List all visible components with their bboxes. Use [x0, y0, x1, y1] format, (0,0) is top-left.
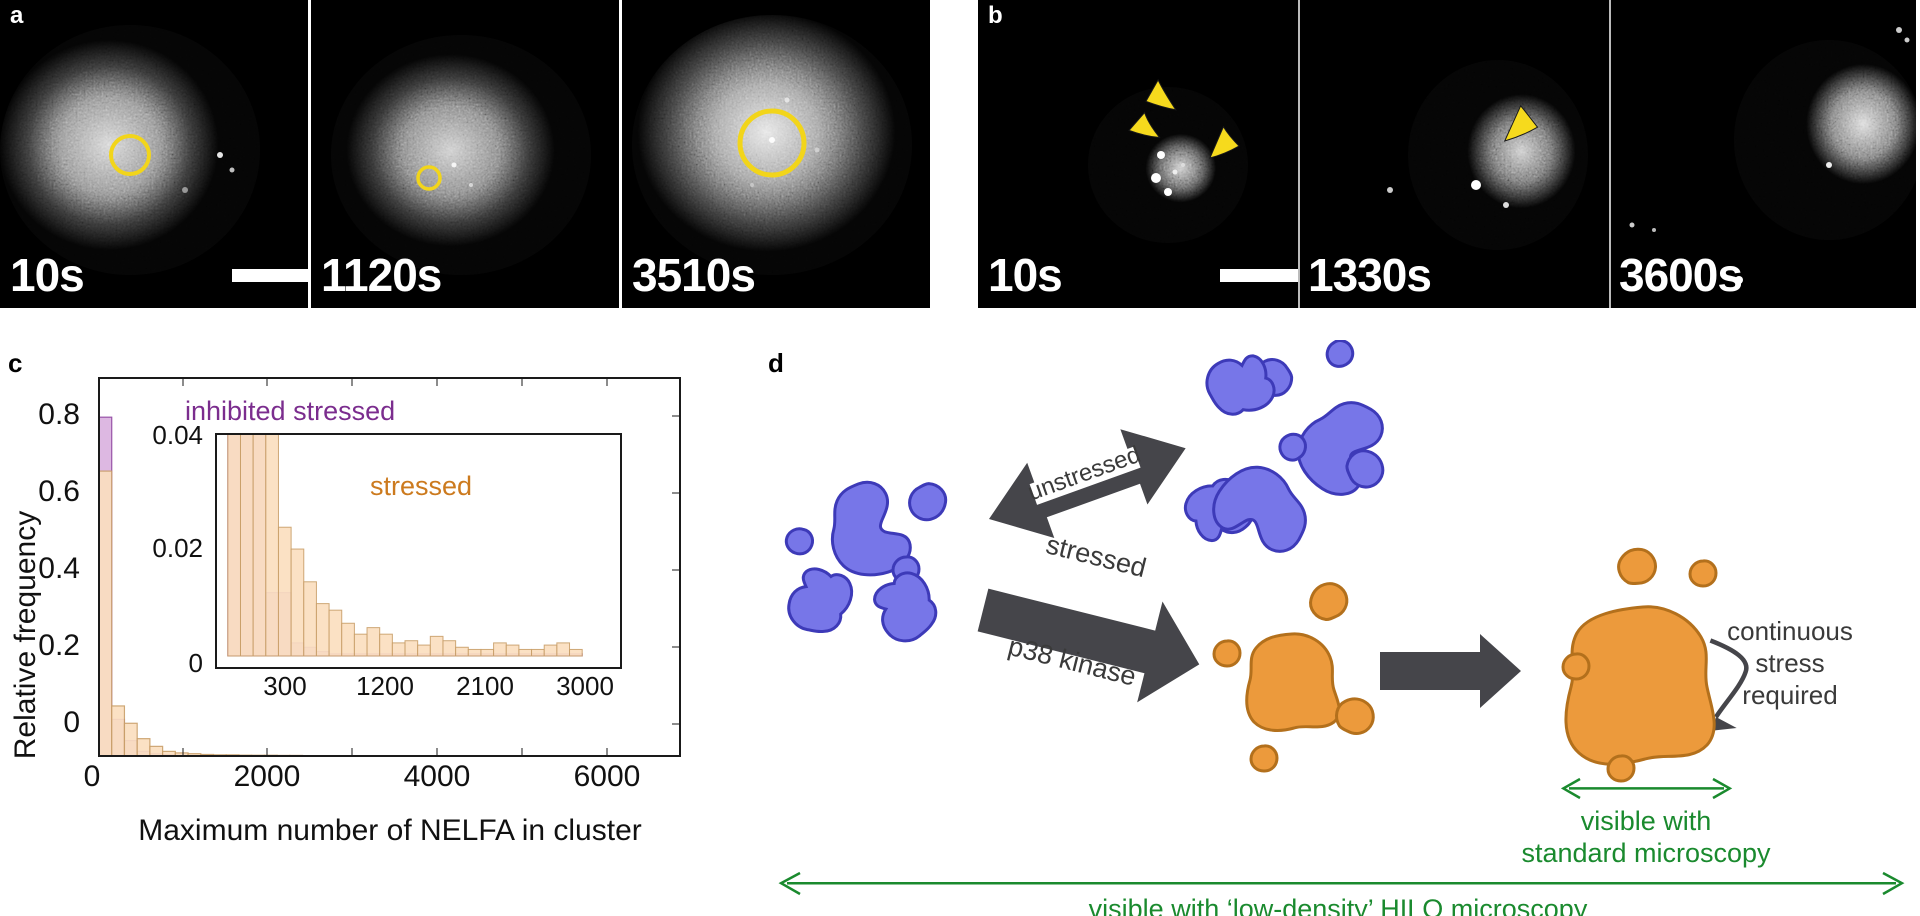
svg-text:inhibited stressed: inhibited stressed — [185, 396, 395, 426]
svg-text:1200: 1200 — [356, 671, 414, 701]
svg-text:visible with ‘low-density’ HIL: visible with ‘low-density’ HILO microsco… — [1089, 894, 1588, 916]
svg-text:0.2: 0.2 — [38, 629, 80, 662]
svg-text:0: 0 — [189, 648, 203, 678]
svg-text:standard microscopy: standard microscopy — [1521, 838, 1771, 868]
svg-text:2100: 2100 — [456, 671, 514, 701]
svg-text:stressed: stressed — [370, 471, 472, 501]
svg-text:0: 0 — [84, 760, 101, 793]
svg-text:stress: stress — [1755, 648, 1824, 678]
svg-text:0: 0 — [63, 706, 80, 739]
svg-text:300: 300 — [263, 671, 306, 701]
svg-text:0.02: 0.02 — [152, 533, 203, 563]
svg-text:visible with: visible with — [1581, 806, 1712, 836]
svg-text:Maximum number of NELFA in clu: Maximum number of NELFA in cluster — [138, 814, 642, 847]
svg-text:required: required — [1742, 680, 1837, 710]
svg-text:Relative frequency: Relative frequency — [9, 511, 42, 759]
svg-text:3000: 3000 — [556, 671, 614, 701]
svg-text:0.8: 0.8 — [38, 398, 80, 431]
svg-text:6000: 6000 — [574, 760, 641, 793]
svg-text:0.04: 0.04 — [152, 420, 203, 450]
svg-text:2000: 2000 — [234, 760, 301, 793]
svg-text:continuous: continuous — [1727, 616, 1853, 646]
svg-text:stressed: stressed — [1043, 529, 1149, 583]
svg-text:0.6: 0.6 — [38, 475, 80, 508]
svg-text:0.4: 0.4 — [38, 552, 80, 585]
svg-text:4000: 4000 — [404, 760, 471, 793]
